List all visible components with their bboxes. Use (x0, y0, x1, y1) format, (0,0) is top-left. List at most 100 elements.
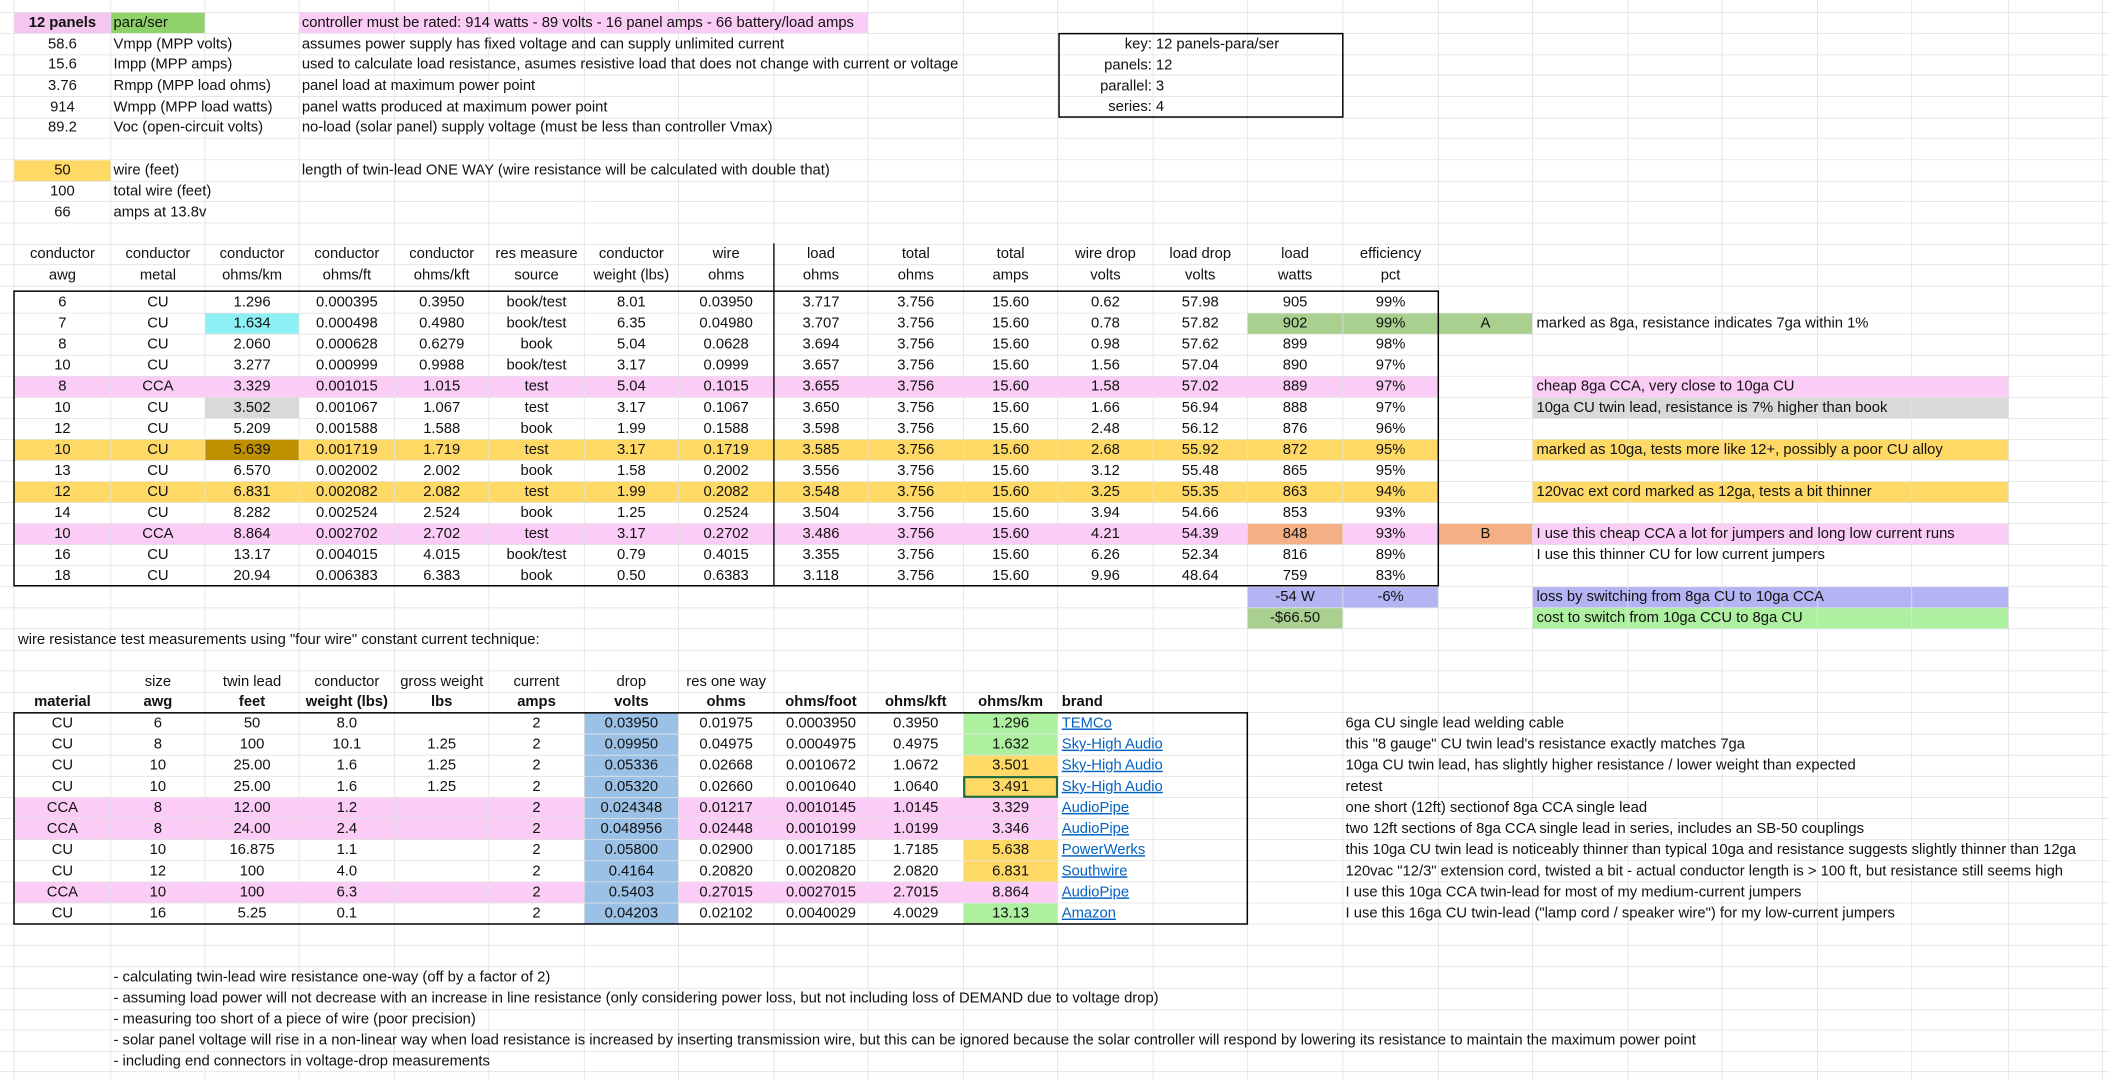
cell: 5.209 (234, 421, 271, 437)
brand-link[interactable]: Amazon (1062, 906, 1116, 922)
cell: 1.0640 (893, 779, 938, 795)
key-value: 3 (1156, 78, 1164, 94)
cell: 3.548 (802, 484, 839, 500)
brand-link[interactable]: TEMCo (1062, 715, 1112, 731)
header: conductor (314, 246, 379, 262)
header: pct (1381, 268, 1401, 284)
cell: CCA (47, 821, 78, 837)
cell: 1.56 (1091, 358, 1120, 374)
cell: 0.02660 (699, 779, 752, 795)
brand-link[interactable]: Sky-High Audio (1062, 779, 1163, 795)
brand-link[interactable]: Sky-High Audio (1062, 737, 1163, 753)
brand-link[interactable]: AudioPipe (1062, 800, 1129, 816)
note: I use this thinner CU for low current ju… (1536, 547, 1824, 563)
description: used to calculate load resistance, asume… (302, 56, 958, 72)
header: ohms (706, 694, 745, 710)
cell: 3.756 (897, 526, 934, 542)
cell: 100 (240, 884, 265, 900)
note: this 10ga CU twin lead is noticeably thi… (1346, 842, 2077, 858)
cell: 3.655 (802, 379, 839, 395)
cell: 865 (1283, 463, 1308, 479)
cell: 10 (54, 526, 70, 542)
key-value: 4 (1156, 99, 1164, 115)
cell: 15.60 (992, 379, 1029, 395)
cell: test (525, 379, 549, 395)
cell: 1.634 (234, 316, 271, 332)
cell-fill (963, 755, 1058, 777)
value: 66 (54, 205, 70, 221)
cell: 3.25 (1091, 484, 1120, 500)
cell: 57.02 (1182, 379, 1219, 395)
label: Voc (open-circuit volts) (114, 120, 264, 136)
cell: 4.0029 (893, 906, 938, 922)
cell: book/test (507, 295, 567, 311)
tag: A (1480, 316, 1490, 332)
cell: 10 (150, 779, 166, 795)
cell: 0.02900 (699, 842, 752, 858)
cell: 6.570 (234, 463, 271, 479)
cell: 3.756 (897, 547, 934, 563)
header: total (997, 246, 1025, 262)
cell: 3.277 (234, 358, 271, 374)
brand-link[interactable]: PowerWerks (1062, 842, 1146, 858)
brand-link[interactable]: AudioPipe (1062, 821, 1129, 837)
cell: 1.632 (992, 737, 1029, 753)
cell: 8.01 (617, 295, 646, 311)
cell: 3.657 (802, 358, 839, 374)
cell: 16 (54, 547, 70, 563)
cell: 1.99 (617, 421, 646, 437)
cell: 3.556 (802, 463, 839, 479)
cell: 13.13 (992, 906, 1029, 922)
cell: 0.0010640 (786, 779, 856, 795)
header: conductor (220, 246, 285, 262)
cell: 0.001067 (316, 400, 378, 416)
cell: 848 (1283, 526, 1308, 542)
note: retest (1346, 779, 1383, 795)
cell: 0.4164 (609, 863, 654, 879)
cell: book/test (507, 316, 567, 332)
cell: test (525, 484, 549, 500)
description: assumes power supply has fixed voltage a… (302, 36, 784, 52)
brand-link[interactable]: AudioPipe (1062, 884, 1129, 900)
header: total (902, 246, 930, 262)
value: 15.6 (48, 56, 77, 72)
cell: 6.3 (337, 884, 358, 900)
cell: 0.04203 (605, 906, 658, 922)
cell: 4.015 (423, 547, 460, 563)
header: conductor (125, 246, 190, 262)
cell: 0.4980 (419, 316, 464, 332)
table-border (13, 290, 1440, 587)
brand-link[interactable]: Southwire (1062, 863, 1128, 879)
note: 120vac "12/3" extension cord, twisted a … (1346, 863, 2064, 879)
brand-link[interactable]: Sky-High Audio (1062, 758, 1163, 774)
cell: 3.756 (897, 568, 934, 584)
cell: 0.05320 (605, 779, 658, 795)
cell-fill (1532, 523, 2009, 545)
cell: 15.60 (992, 568, 1029, 584)
header: amps (993, 268, 1029, 284)
cell: 1.2 (337, 800, 358, 816)
cell: 13 (54, 463, 70, 479)
cell: 20.94 (234, 568, 271, 584)
cell: CU (147, 463, 168, 479)
cell: CU (52, 758, 73, 774)
cell: 3.118 (803, 568, 839, 584)
cell: 8 (58, 379, 66, 395)
cell: 12 (54, 421, 70, 437)
cell-fill (963, 839, 1058, 861)
cell: 55.48 (1182, 463, 1219, 479)
cell: book (520, 568, 553, 584)
key-box (1058, 32, 1344, 118)
note: this "8 gauge" CU twin lead's resistance… (1346, 737, 1746, 753)
cell: 3.501 (992, 758, 1029, 774)
cell: 2.702 (423, 526, 460, 542)
cell: 3.717 (802, 295, 839, 311)
cell: 15.60 (992, 463, 1029, 479)
cell: 0.0004975 (786, 737, 856, 753)
cell: 6.26 (1091, 547, 1120, 563)
cell: 10 (150, 842, 166, 858)
header: metal (140, 268, 176, 284)
cell: 0.78 (1091, 316, 1120, 332)
cell: 2.48 (1091, 421, 1120, 437)
cell: CU (147, 421, 168, 437)
